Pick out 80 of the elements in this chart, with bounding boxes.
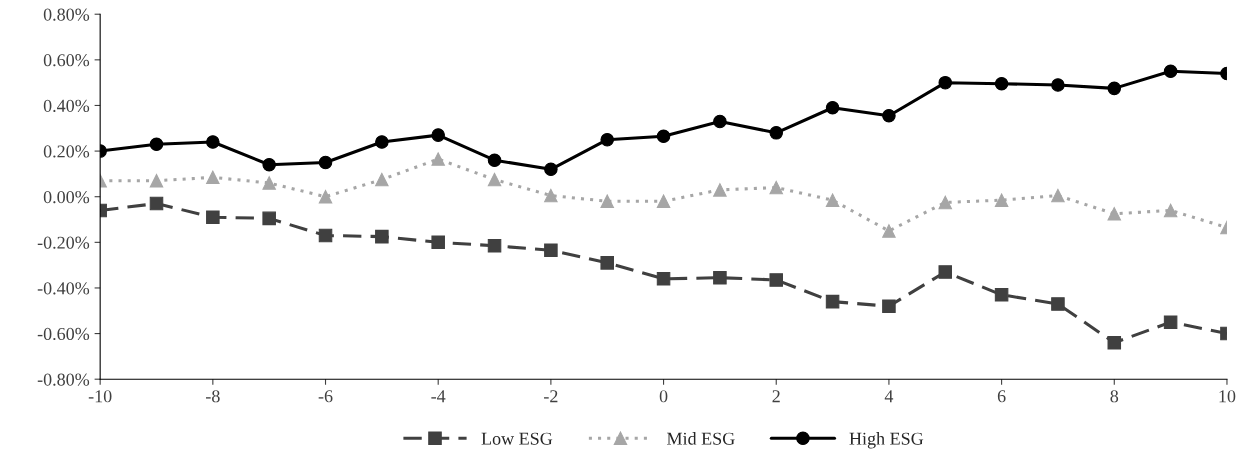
y-tick-label: 0.60%	[43, 54, 90, 67]
point	[1107, 207, 1122, 221]
y-tick-label: 0.40%	[43, 99, 90, 112]
point	[206, 210, 220, 225]
point	[1051, 297, 1065, 311]
point	[825, 294, 840, 309]
point	[1163, 64, 1178, 79]
point	[1107, 81, 1122, 96]
point	[825, 100, 840, 115]
point	[994, 288, 1009, 302]
point	[656, 272, 671, 286]
y-tick-label: -0.80%	[37, 373, 90, 386]
point	[431, 128, 445, 142]
point	[938, 195, 953, 210]
point	[1163, 203, 1178, 218]
legend-label: High ESG	[849, 432, 924, 449]
x-tick-label: 8	[1110, 390, 1119, 403]
point	[206, 135, 220, 149]
y-tick-label: 0.00%	[43, 190, 90, 204]
point	[882, 299, 896, 313]
y-tick-label: -0.60%	[37, 327, 90, 341]
point	[994, 193, 1009, 207]
point	[656, 129, 671, 144]
point	[1163, 315, 1178, 329]
point	[487, 153, 502, 167]
x-tick-label: -6	[318, 390, 333, 403]
point	[206, 170, 220, 185]
point	[882, 224, 896, 238]
point	[487, 172, 502, 187]
x-tick-label: -4	[431, 390, 446, 403]
point	[375, 172, 389, 187]
point	[938, 75, 953, 90]
point	[544, 188, 558, 203]
point	[431, 235, 445, 250]
y-tick-label: 0.20%	[43, 145, 90, 158]
point	[544, 243, 558, 258]
point	[600, 256, 614, 270]
y-tick-label: -0.40%	[37, 282, 90, 295]
point	[149, 137, 164, 152]
x-tick-label: 2	[772, 390, 780, 403]
x-tick-label: 4	[884, 390, 894, 403]
point	[938, 265, 953, 279]
y-tick-label: 0.80%	[43, 8, 90, 21]
point	[656, 194, 671, 209]
x-tick-label: -8	[205, 390, 220, 403]
point	[600, 194, 614, 209]
x-tick-label: -2	[544, 390, 558, 403]
legend-label: Low ESG	[481, 432, 553, 445]
point	[1051, 78, 1065, 92]
point	[262, 176, 276, 190]
point	[825, 193, 840, 207]
point	[1107, 335, 1122, 350]
x-tick-label: -10	[88, 390, 112, 403]
point	[318, 189, 333, 204]
point	[994, 77, 1009, 91]
point	[375, 135, 389, 149]
point	[713, 270, 727, 285]
point	[769, 273, 784, 287]
point	[600, 132, 614, 147]
point	[431, 152, 445, 166]
point	[262, 158, 276, 172]
x-tick-label: 6	[997, 390, 1006, 403]
y-tick-label: -0.20%	[37, 236, 90, 249]
point	[262, 211, 276, 226]
point	[318, 155, 333, 170]
point	[1051, 188, 1065, 203]
point	[375, 229, 389, 244]
x-tick-label: 10	[1219, 390, 1236, 403]
x-tick-label: 0	[659, 390, 668, 403]
point	[713, 183, 727, 197]
point	[487, 238, 502, 253]
point	[149, 196, 164, 211]
point	[713, 114, 727, 129]
point	[882, 108, 896, 123]
point	[149, 173, 164, 188]
point	[318, 228, 333, 243]
legend-label: Mid ESG	[667, 432, 735, 445]
point	[769, 126, 784, 140]
point	[769, 180, 784, 195]
point	[544, 162, 558, 177]
